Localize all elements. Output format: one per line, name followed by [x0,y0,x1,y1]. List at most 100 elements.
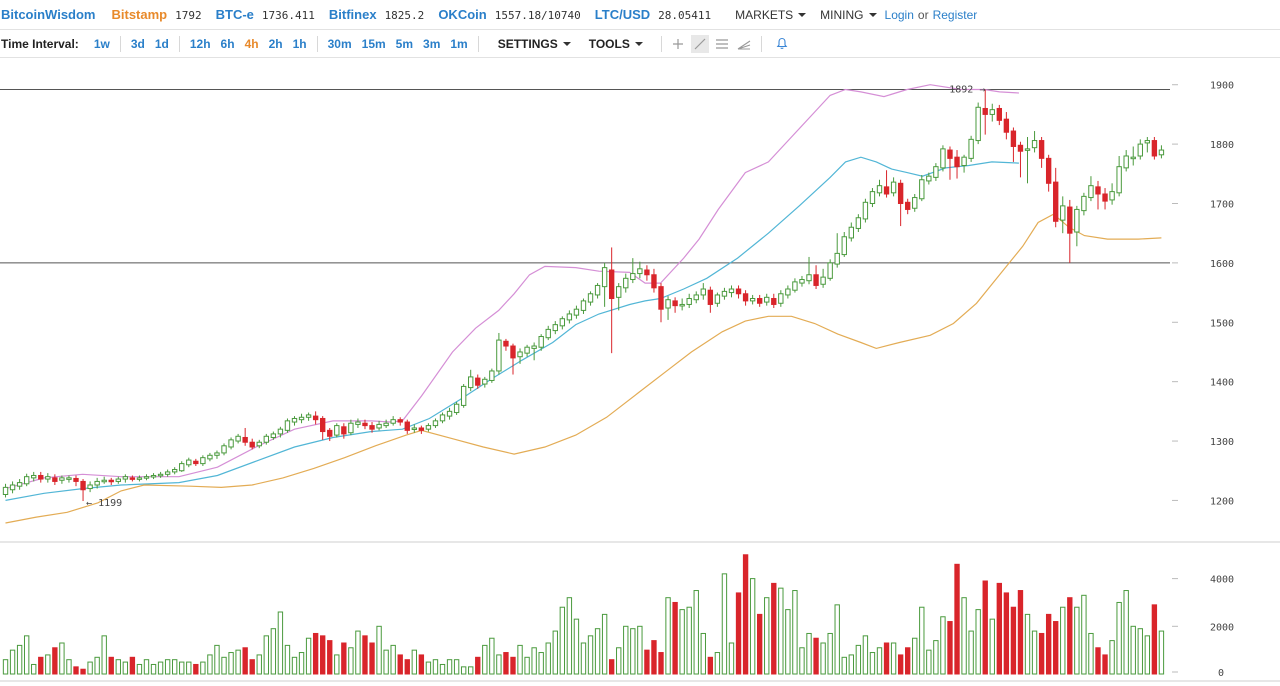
candle-body[interactable] [235,435,241,442]
volume-bar[interactable] [305,637,312,675]
candle-body[interactable] [785,288,791,296]
candle-body[interactable] [376,423,382,429]
candle-body[interactable] [1038,140,1045,159]
candle-body[interactable] [383,422,389,427]
candle-body[interactable] [968,138,974,159]
candle-body[interactable] [1109,191,1115,201]
volume-bar[interactable] [200,661,206,675]
volume-bar[interactable] [115,659,121,675]
volume-bar[interactable] [249,659,255,675]
candle-body[interactable] [482,378,488,385]
volume-bar[interactable] [792,590,798,675]
candle-body[interactable] [23,476,30,485]
volume-bar[interactable] [897,654,904,675]
volume-bar[interactable] [686,606,692,675]
volume-bar[interactable] [890,642,897,675]
candle-body[interactable] [80,480,86,491]
volume-bar[interactable] [862,635,869,675]
volume-bar[interactable] [989,618,995,675]
volume-bar[interactable] [263,635,269,675]
fibonacci-icon[interactable] [713,35,731,53]
crosshair-icon[interactable] [669,35,687,53]
candle-body[interactable] [150,474,157,478]
candle-body[interactable] [721,290,728,297]
candle-body[interactable] [961,156,967,166]
volume-bar[interactable] [693,590,699,675]
candle-body[interactable] [228,439,234,448]
volume-bar[interactable] [503,652,509,675]
candle-body[interactable] [1116,166,1122,194]
candle-body[interactable] [1031,140,1038,149]
volume-bar[interactable] [228,652,234,675]
candle-body[interactable] [912,197,918,209]
volume-bar[interactable] [947,621,953,675]
candle-body[interactable] [869,191,876,204]
candle-body[interactable] [940,148,946,169]
volume-bar[interactable] [679,609,685,675]
candle-body[interactable] [608,269,615,300]
volume-bar[interactable] [524,656,530,675]
candle-body[interactable] [305,414,312,418]
candle-body[interactable] [771,298,777,305]
interval-3m[interactable]: 3m [423,36,441,51]
candle-body[interactable] [566,313,573,321]
volume-bar[interactable] [1144,635,1151,675]
candle-body[interactable] [129,477,136,480]
volume-bar[interactable] [52,647,58,675]
volume-bar[interactable] [327,640,333,675]
interval-1d[interactable]: 1d [154,36,169,51]
volume-bar[interactable] [341,642,347,675]
volume-bar[interactable] [926,649,932,675]
volume-bar[interactable] [820,642,826,675]
candle-body[interactable] [1123,155,1129,169]
volume-bar[interactable] [2,659,9,675]
candle-body[interactable] [580,300,587,311]
interval-6h[interactable]: 6h [220,36,235,51]
market-btce[interactable]: BTC-e 1736.411 [216,7,315,22]
candle-body[interactable] [954,156,960,168]
candle-body[interactable] [897,182,904,204]
volume-bar[interactable] [207,654,213,675]
volume-bar[interactable] [404,659,410,675]
candle-body[interactable] [291,417,298,423]
volume-bar[interactable] [376,625,382,675]
volume-bar[interactable] [869,652,876,675]
volume-bar[interactable] [517,644,523,675]
candle-body[interactable] [1158,149,1165,156]
volume-bar[interactable] [129,656,136,675]
candle-body[interactable] [242,436,248,443]
candle-body[interactable] [630,273,636,281]
volume-bar[interactable] [538,652,544,675]
candle-body[interactable] [277,428,284,435]
markets-menu[interactable]: MARKETS [735,8,807,22]
volume-bar[interactable] [87,661,93,675]
volume-bar[interactable] [806,632,812,675]
volume-bar[interactable] [186,661,192,675]
volume-bar[interactable] [968,630,974,675]
volume-bar[interactable] [221,656,227,675]
volume-bar[interactable] [961,597,967,675]
candle-body[interactable] [1102,193,1108,202]
candle-body[interactable] [122,476,129,480]
bell-icon[interactable] [773,35,791,53]
candle-body[interactable] [1151,140,1158,157]
interval-1m[interactable]: 1m [450,36,468,51]
candle-body[interactable] [876,185,883,194]
candle-body[interactable] [249,441,255,448]
volume-bar[interactable] [390,644,396,675]
volume-bar[interactable] [651,640,657,675]
candle-body[interactable] [679,303,685,307]
candle-body[interactable] [207,454,213,460]
candle-body[interactable] [524,346,530,354]
volume-bar[interactable] [735,592,742,675]
volume-bar[interactable] [1130,625,1136,675]
candle-body[interactable] [827,262,833,279]
candle-body[interactable] [517,351,523,358]
volume-bar[interactable] [764,597,770,675]
volume-bar[interactable] [291,656,298,675]
volume-bar[interactable] [80,668,86,675]
volume-bar[interactable] [587,635,594,675]
volume-bar[interactable] [411,649,418,675]
volume-bar[interactable] [749,578,756,675]
candle-body[interactable] [559,318,566,327]
